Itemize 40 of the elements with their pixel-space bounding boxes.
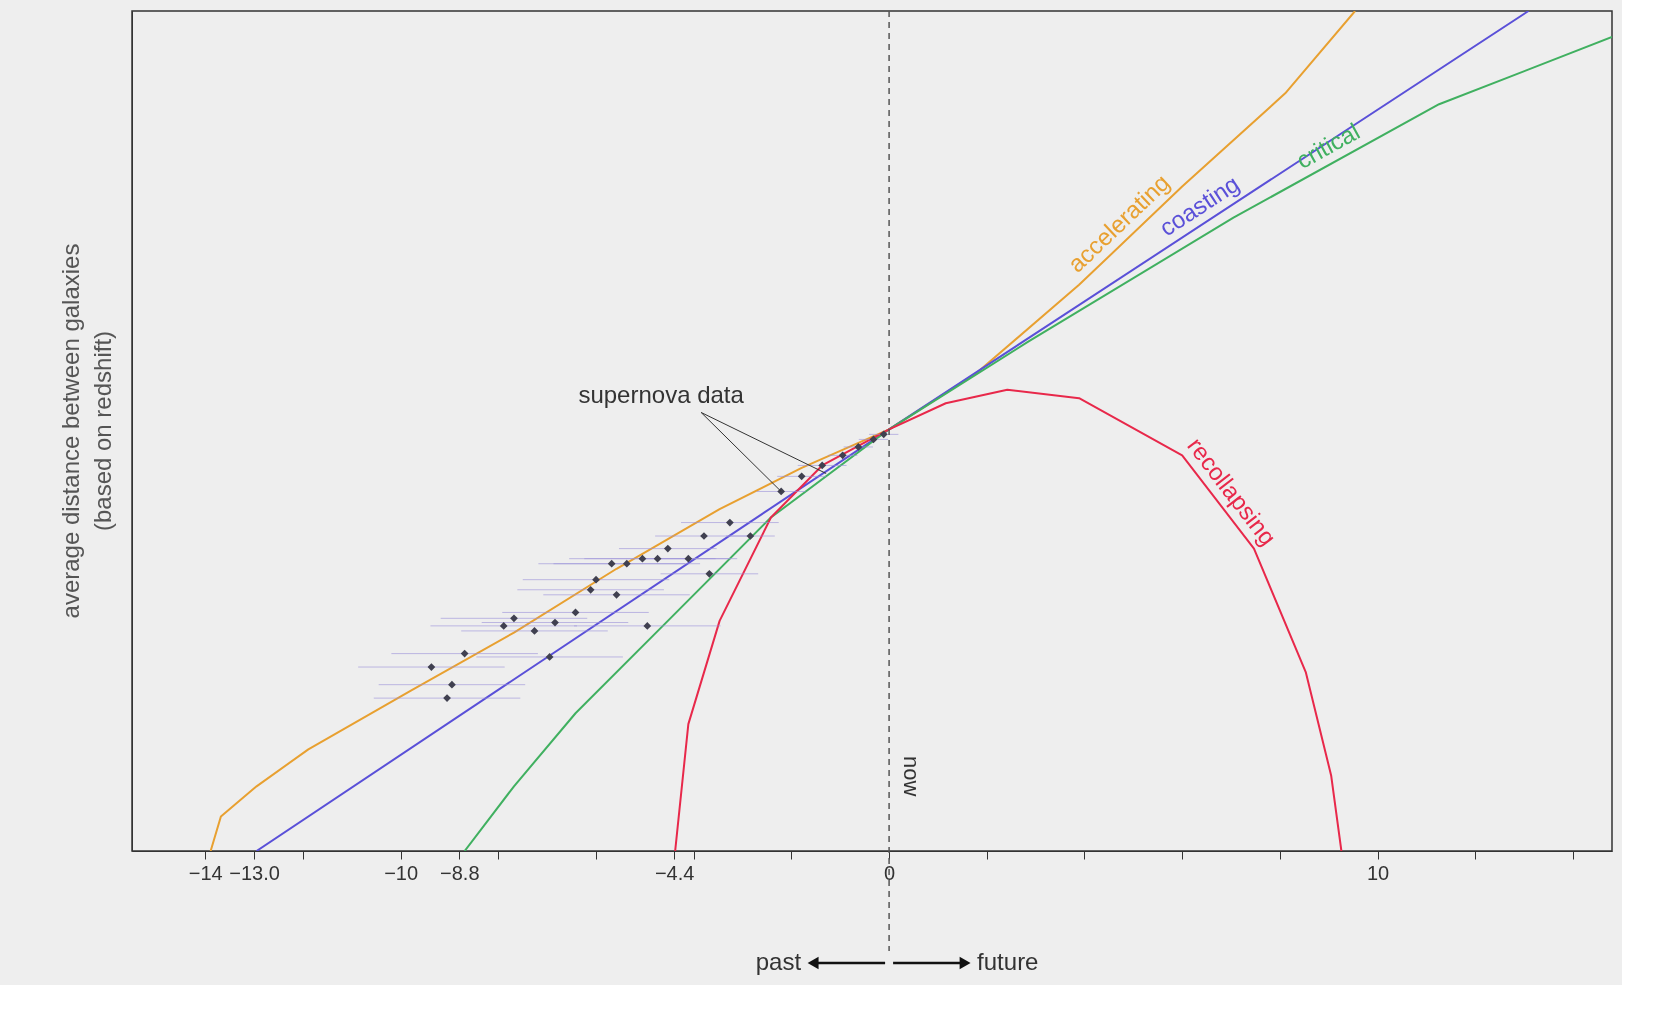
point (460, 649, 469, 658)
point (612, 590, 621, 599)
point (443, 694, 451, 702)
ref-line-label: now (899, 756, 925, 797)
x-tick-label: 0 (884, 861, 896, 884)
point (746, 532, 755, 540)
text: past (755, 948, 802, 975)
point (592, 575, 600, 584)
x-tick-label: −8.8 (440, 861, 480, 884)
point (705, 569, 714, 578)
x-tick-label: −10 (384, 861, 419, 884)
point (838, 451, 847, 460)
x-tick-label: −13.0 (229, 861, 280, 884)
x-tick-label: 10 (1366, 861, 1390, 884)
point (530, 627, 539, 635)
y-axis-title: average distance between galaxies (based on redshift) (57, 243, 116, 619)
point (607, 559, 616, 568)
point (638, 554, 647, 563)
point (869, 435, 878, 444)
point (622, 559, 631, 568)
x-tick-label: −14 (188, 861, 223, 884)
point (663, 544, 672, 553)
point (643, 622, 652, 630)
point (818, 461, 827, 470)
point (879, 430, 888, 439)
point (448, 680, 456, 689)
point (499, 622, 508, 630)
point (797, 472, 806, 481)
text: future (977, 948, 1039, 975)
point (586, 585, 595, 594)
point (551, 618, 559, 627)
point (545, 653, 554, 661)
point (427, 663, 436, 671)
x-tick-label: −4.4 (654, 861, 695, 884)
point (653, 554, 662, 563)
point (684, 554, 693, 563)
point (725, 518, 734, 527)
point (854, 443, 863, 451)
annotation: supernova data (578, 381, 745, 409)
point (510, 614, 518, 623)
